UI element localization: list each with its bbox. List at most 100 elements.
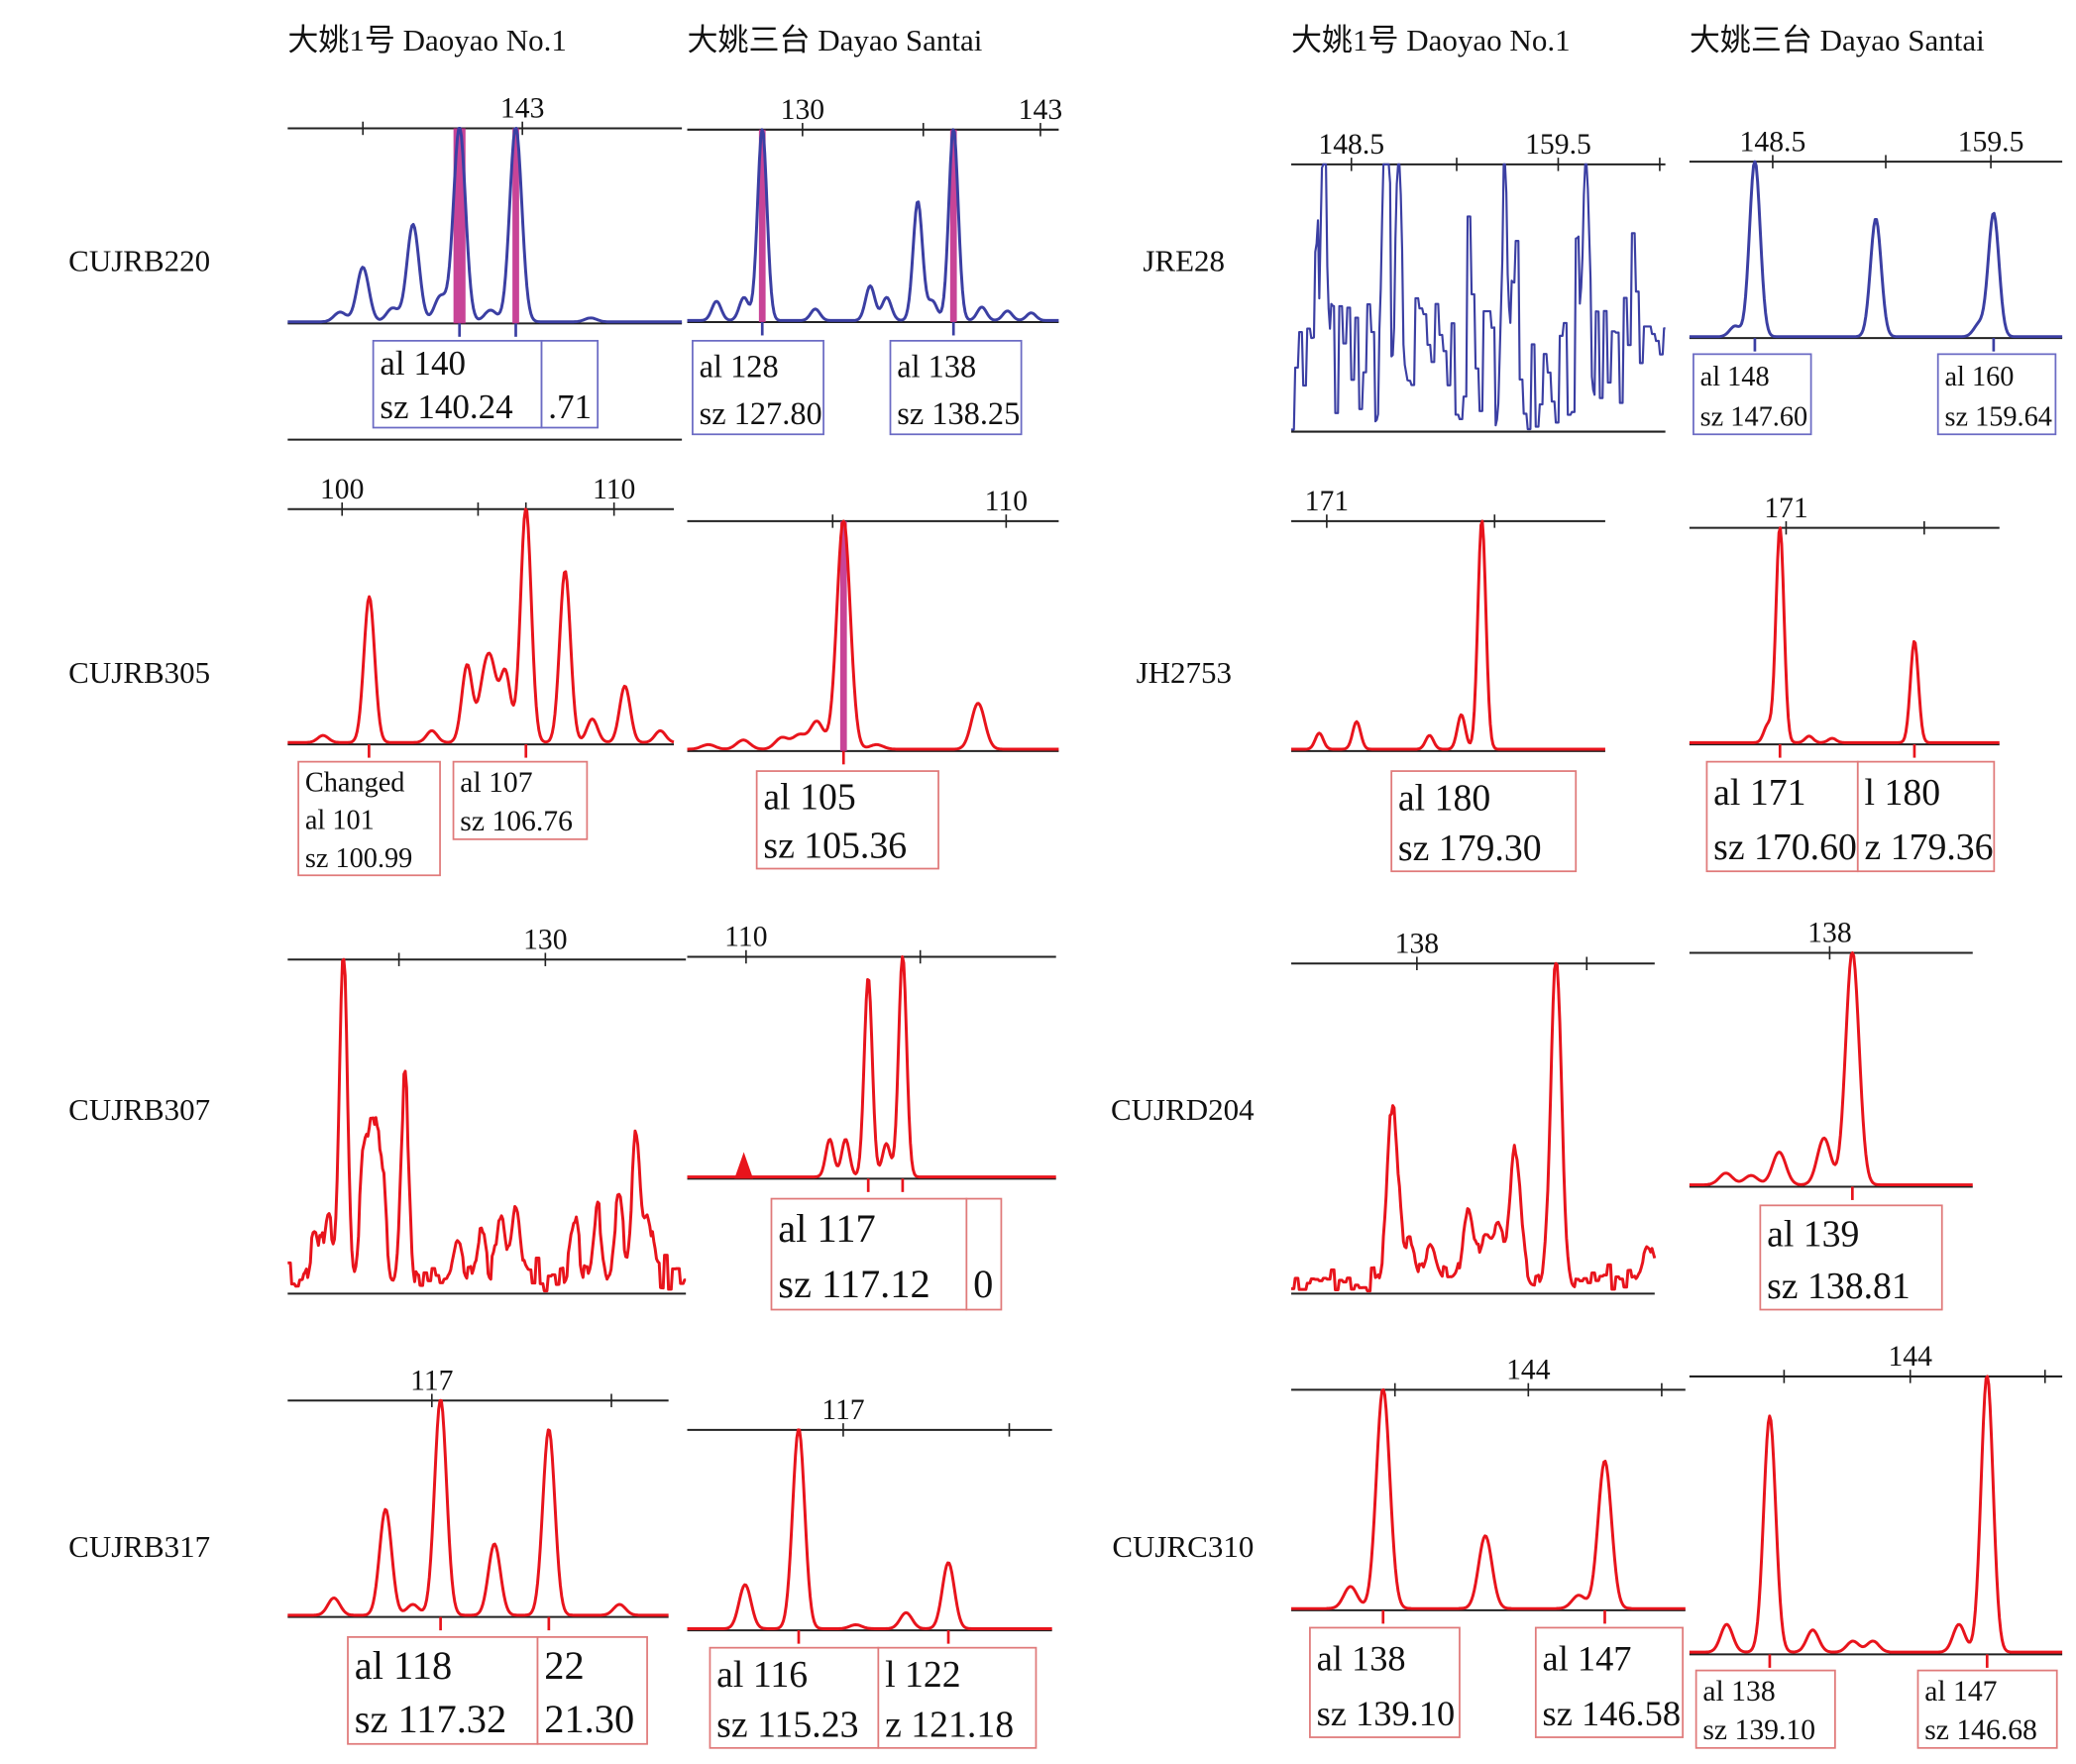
marker-label: CUJRD204 — [1111, 1092, 1255, 1127]
panel-cujrb305: 100 110 Changed al 101 sz 100.99 al 107 sz 106… — [287, 474, 675, 877]
allele-label-box: al 138 sz 139.10 — [1309, 1626, 1461, 1738]
allele-label-text: al 160 — [1944, 362, 2014, 392]
allele-label-text: sz 147.60 — [1700, 401, 1807, 432]
signal-trace — [1689, 1375, 2063, 1654]
allele-label-box: 0 — [965, 1197, 1003, 1311]
tick-label: 171 — [1305, 486, 1349, 517]
allele-label-text: al 116 — [716, 1654, 808, 1696]
allele-label-text: sz 106.76 — [460, 806, 573, 837]
tick-label: 171 — [1764, 493, 1807, 524]
tick-label: 110 — [724, 922, 767, 953]
panel-jh2753: 171 al 171 sz 170.60l 180 z 179.36 — [1689, 493, 2000, 873]
allele-label-text: al 138 — [897, 349, 976, 385]
allele-label-text: sz 159.64 — [1944, 401, 2051, 432]
signal-trace — [287, 507, 675, 744]
signal-trace — [687, 128, 1059, 322]
panel-cujrc310: 144 al 138 sz 139.10 al 147 sz 146.68 — [1689, 1341, 2063, 1749]
signal-trace — [1291, 163, 1666, 431]
allele-label-text: sz 139.10 — [1702, 1714, 1815, 1746]
allele-label-text: sz 146.58 — [1543, 1694, 1682, 1733]
tick-label: 138 — [1395, 928, 1439, 959]
panel-cujrc310: 144 al 138 sz 139.10 al 147 sz 146.58 — [1290, 1355, 1686, 1738]
tick-label: 144 — [1506, 1355, 1551, 1386]
signal-trace — [1290, 961, 1657, 1293]
allele-label-box: al 139 sz 138.81 — [1759, 1204, 1943, 1311]
panel-jh2753: 171 al 180 sz 179.30 — [1290, 486, 1606, 873]
allele-label-text: sz 117.12 — [778, 1262, 930, 1306]
tick-label: 130 — [781, 94, 824, 126]
allele-label-box: l 122 z 121.18 — [877, 1646, 1038, 1749]
tick-label: 130 — [523, 924, 567, 955]
signal-trace — [287, 1398, 669, 1617]
allele-label-box: al 138 sz 139.10 — [1694, 1669, 1836, 1749]
allele-label-box: al 105 sz 105.36 — [755, 770, 939, 870]
allele-highlight-bar — [949, 129, 957, 322]
filled-peak — [734, 1152, 754, 1179]
signal-trace — [1689, 950, 1973, 1187]
allele-label-box: al 138 sz 138.25 — [889, 339, 1023, 436]
allele-highlight-bar — [758, 129, 766, 322]
allele-label-text: z 121.18 — [885, 1705, 1014, 1746]
allele-label-box: al 118 sz 117.32 — [347, 1636, 539, 1745]
allele-label-text: al 105 — [763, 776, 855, 818]
allele-label-text: sz 138.25 — [897, 395, 1020, 431]
allele-label-text: al 180 — [1398, 778, 1490, 820]
header-santai-left: 大姚三台 Dayao Santai — [688, 23, 983, 57]
allele-label-box: al 147 sz 146.58 — [1534, 1626, 1685, 1738]
allele-label-text: sz 105.36 — [763, 826, 907, 867]
allele-label-text: sz 140.24 — [380, 387, 512, 426]
allele-highlight-bar — [512, 128, 519, 324]
panel-cujrb317: 117 al 116 sz 115.23 l 122 z 121.18 — [687, 1394, 1052, 1749]
allele-label-text: al 148 — [1700, 362, 1770, 392]
signal-trace — [287, 957, 687, 1293]
panel-jre28: 148.5 159.5 — [1291, 129, 1666, 433]
panel-cujrd204: 138 — [1290, 928, 1657, 1295]
signal-trace — [687, 519, 1059, 751]
allele-label-text: sz 138.81 — [1767, 1266, 1911, 1307]
panels: 143 al 140 sz 140.24 .71 130 143 al 128 sz 127.… — [287, 93, 2063, 1749]
tick-label: 148.5 — [1318, 129, 1384, 161]
tick-label: 110 — [985, 486, 1028, 517]
allele-label-text: l 122 — [885, 1654, 961, 1696]
tick-label: 110 — [593, 474, 635, 505]
panel-cujrb220: 130 143 al 128 sz 127.80 al 138 sz 138.25 — [687, 94, 1062, 436]
allele-label-box: 22 21.30 — [536, 1636, 648, 1745]
allele-label-text: sz 100.99 — [305, 843, 412, 874]
marker-label: CUJRB317 — [68, 1529, 210, 1564]
allele-label-text: al 101 — [305, 806, 375, 836]
allele-label-box: al 116 sz 115.23 — [709, 1646, 880, 1749]
allele-label-text: .71 — [548, 387, 592, 426]
allele-label-text: al 171 — [1713, 772, 1805, 814]
tick-label: 159.5 — [1525, 129, 1591, 161]
allele-label-text: al 138 — [1702, 1676, 1775, 1708]
tick-label: 159.5 — [1958, 126, 2024, 158]
tick-label: 148.5 — [1740, 126, 1806, 158]
tick-label: 143 — [1019, 94, 1062, 126]
column-headers: 大姚1号 Daoyao No.1 大姚三台 Dayao Santai 大姚1号 … — [287, 23, 1985, 57]
allele-label-box: al 128 sz 127.80 — [692, 339, 824, 436]
allele-label-text: sz 179.30 — [1398, 827, 1542, 869]
marker-label: CUJRB220 — [68, 244, 210, 278]
tick-label: 138 — [1807, 918, 1851, 949]
marker-labels: CUJRB220 CUJRB305 CUJRB307 CUJRB317 JRE2… — [68, 244, 1255, 1564]
allele-label-text: al 139 — [1767, 1213, 1859, 1255]
allele-label-text: al 140 — [380, 344, 466, 383]
allele-label-text: al 118 — [355, 1643, 452, 1688]
allele-label-box: l 180 z 179.36 — [1856, 760, 1996, 873]
allele-label-text: sz 146.68 — [1924, 1714, 2037, 1746]
header-daoyao-left: 大姚1号 Daoyao No.1 — [287, 23, 567, 57]
allele-label-text: sz 170.60 — [1713, 827, 1857, 868]
marker-label: CUJRB307 — [68, 1092, 210, 1127]
allele-label-text: sz 127.80 — [700, 395, 822, 431]
allele-label-text: al 147 — [1924, 1676, 1997, 1708]
allele-label-box: al 160 sz 159.64 — [1936, 353, 2057, 436]
allele-label-text: 22 — [544, 1643, 584, 1688]
tick-label: 143 — [500, 93, 544, 125]
allele-label-box: al 147 sz 146.68 — [1916, 1669, 2058, 1749]
allele-label-box: al 107 sz 106.76 — [452, 760, 589, 840]
marker-label: JH2753 — [1137, 655, 1232, 690]
allele-label-text: al 107 — [460, 767, 532, 799]
panel-cujrb307: 110 al 117 sz 117.12 0 — [687, 922, 1056, 1311]
panel-cujrb307: 130 — [287, 924, 687, 1295]
